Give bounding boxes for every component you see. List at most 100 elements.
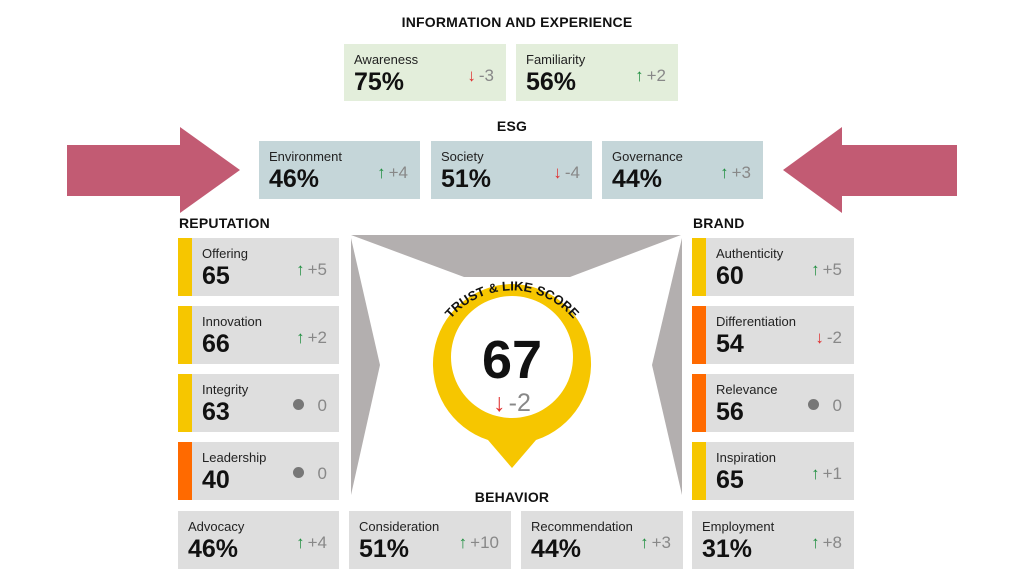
metric-change: ↓ -3: [467, 66, 494, 85]
metric-label: Employment: [702, 519, 775, 534]
metric-label: Relevance: [716, 382, 778, 397]
metric-value: 46%: [269, 165, 320, 193]
metric-value: 75%: [354, 68, 405, 96]
metric-change: ↑ +2: [635, 66, 666, 85]
arrow-up-icon: ↑: [296, 260, 305, 279]
status-bar: [178, 374, 192, 432]
card-integrity: Integrity 63 0: [178, 374, 339, 432]
card-inspiration: Inspiration 65 ↑ +1: [692, 442, 854, 500]
metric-label: Advocacy: [188, 519, 245, 534]
status-bar: [692, 442, 706, 500]
arrow-down-icon: ↓: [493, 389, 506, 417]
arrow-up-icon: ↑: [811, 464, 820, 483]
score-panel: 67 ↓ -2: [452, 330, 572, 430]
status-bar: [178, 238, 192, 296]
metric-change: ↑ +2: [296, 328, 327, 347]
metric-value: 56: [716, 398, 744, 426]
metric-value: 54: [716, 330, 744, 358]
metric-value: 51%: [441, 165, 492, 193]
arrow-down-icon: ↓: [815, 328, 824, 347]
metric-value: 63: [202, 398, 230, 426]
metric-label: Familiarity: [526, 52, 586, 67]
metric-value: 44%: [612, 165, 663, 193]
heading-esg: ESG: [496, 118, 528, 134]
card-offering: Offering 65 ↑ +5: [178, 238, 339, 296]
metric-label: Governance: [612, 149, 683, 164]
status-bar: [692, 306, 706, 364]
metric-label: Environment: [269, 149, 342, 164]
card-governance: Governance 44% ↑ +3: [602, 141, 763, 199]
arrow-down-icon: ↓: [467, 66, 476, 85]
arrow-up-icon: ↑: [811, 260, 820, 279]
funnel-top: [351, 235, 681, 277]
arrow-up-icon: ↑: [296, 533, 305, 552]
card-consideration: Consideration 51% ↑ +10: [349, 511, 511, 569]
metric-change: ↑ +3: [720, 163, 751, 182]
metric-change: 0: [292, 396, 327, 416]
metric-value: 56%: [526, 68, 577, 96]
metric-change: ↓ -4: [553, 163, 580, 182]
metric-label: Consideration: [359, 519, 440, 534]
metric-value: 40: [202, 466, 230, 494]
metric-change: ↑ +1: [811, 464, 842, 483]
neutral-dot-icon: [292, 467, 304, 478]
metric-value: 44%: [531, 535, 582, 563]
metric-change: ↑ +10: [458, 533, 499, 552]
arrow-down-icon: ↓: [553, 163, 562, 182]
metric-label: Integrity: [202, 382, 249, 397]
card-leadership: Leadership 40 0: [178, 442, 339, 500]
card-recommendation: Recommendation 44% ↑ +3: [521, 511, 683, 569]
metric-value: 65: [202, 262, 230, 290]
metric-label: Authenticity: [716, 246, 784, 261]
metric-change: 0: [807, 396, 842, 416]
card-relevance: Relevance 56 0: [692, 374, 854, 432]
score-value: 67: [481, 330, 543, 390]
metric-change: ↑ +5: [296, 260, 327, 279]
metric-change: ↑ +4: [296, 533, 327, 552]
metric-label: Recommendation: [531, 519, 633, 534]
card-differentiation: Differentiation 54 ↓ -2: [692, 306, 854, 364]
metric-label: Awareness: [354, 52, 419, 67]
heading-behavior: BEHAVIOR: [474, 489, 550, 505]
status-bar: [692, 238, 706, 296]
left-arrow: [67, 127, 240, 213]
status-bar: [692, 374, 706, 432]
metric-value: 65: [716, 466, 744, 494]
metric-label: Innovation: [202, 314, 262, 329]
metric-label: Society: [441, 149, 484, 164]
status-bar: [178, 442, 192, 500]
metric-change: ↑ +4: [377, 163, 408, 182]
status-bar: [178, 306, 192, 364]
metric-label: Offering: [202, 246, 249, 261]
arrow-up-icon: ↑: [458, 533, 468, 552]
metric-value: 60: [716, 262, 744, 290]
metric-label: Inspiration: [716, 450, 776, 465]
heading-brand: BRAND: [693, 215, 745, 231]
metric-change: ↑ +8: [811, 533, 842, 552]
heading-information: INFORMATION AND EXPERIENCE: [401, 14, 633, 30]
arrow-up-icon: ↑: [640, 533, 649, 552]
right-arrow: [783, 127, 957, 213]
card-awareness: Awareness 75% ↓ -3: [344, 44, 506, 101]
arrow-up-icon: ↑: [296, 328, 305, 347]
card-society: Society 51% ↓ -4: [431, 141, 592, 199]
metric-change: ↑ +3: [640, 533, 671, 552]
score-ring: [432, 284, 592, 468]
arrow-up-icon: ↑: [720, 163, 729, 182]
arrow-up-icon: ↑: [811, 533, 820, 552]
card-employment: Employment 31% ↑ +8: [692, 511, 854, 569]
metric-change: 0: [292, 464, 327, 484]
card-advocacy: Advocacy 46% ↑ +4: [178, 511, 339, 569]
arrow-up-icon: ↑: [377, 163, 386, 182]
neutral-dot-icon: [807, 399, 819, 410]
arrow-up-icon: ↑: [635, 66, 644, 85]
metric-value: 46%: [188, 535, 239, 563]
metric-value: 51%: [359, 535, 410, 563]
metric-value: 31%: [702, 535, 753, 563]
funnel-right: [652, 238, 682, 495]
heading-reputation: REPUTATION: [179, 215, 270, 231]
metric-label: Leadership: [202, 450, 267, 465]
metric-change: ↑ +5: [811, 260, 842, 279]
card-environment: Environment 46% ↑ +4: [259, 141, 420, 199]
